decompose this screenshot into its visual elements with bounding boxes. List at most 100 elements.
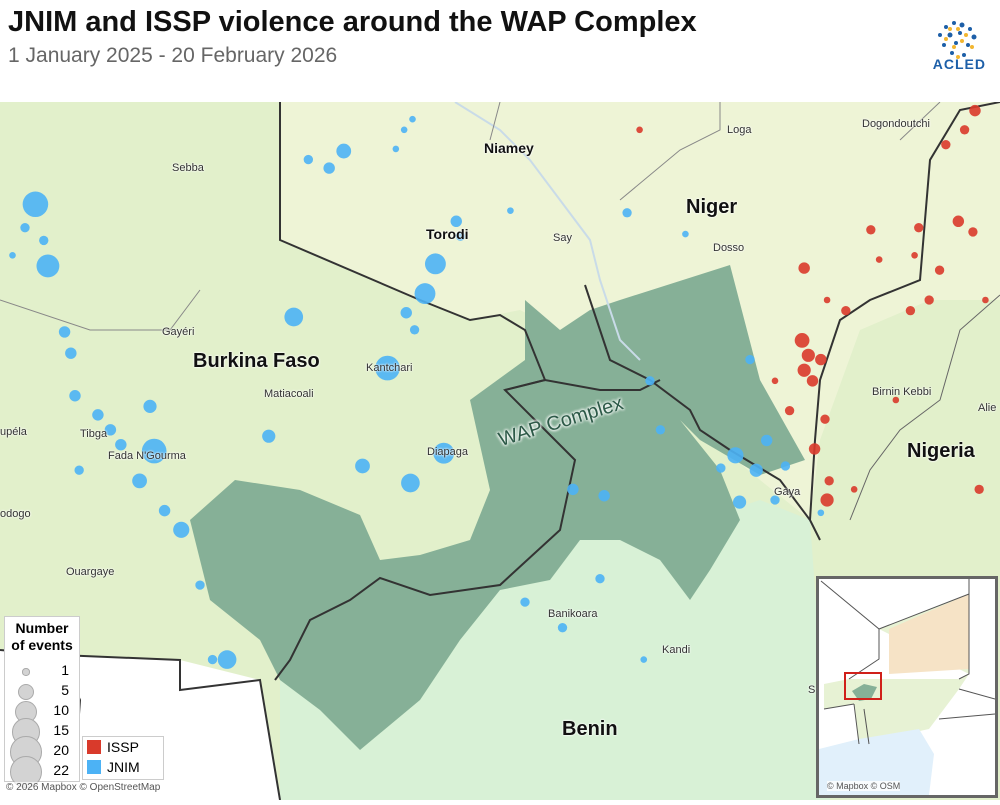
issp-event-point[interactable] xyxy=(911,252,918,259)
jnim-event-point[interactable] xyxy=(22,191,49,218)
jnim-event-point[interactable] xyxy=(455,231,466,241)
jnim-event-point[interactable] xyxy=(414,283,436,305)
issp-event-point[interactable] xyxy=(636,126,643,134)
jnim-event-point[interactable] xyxy=(303,154,314,165)
jnim-event-point[interactable] xyxy=(58,326,71,338)
jnim-event-point[interactable] xyxy=(92,409,104,421)
issp-event-point[interactable] xyxy=(875,256,883,263)
jnim-event-point[interactable] xyxy=(104,424,117,436)
jnim-event-point[interactable] xyxy=(141,438,167,464)
inset-attribution[interactable]: © Mapbox © OSM xyxy=(827,781,901,791)
jnim-event-point[interactable] xyxy=(716,463,726,473)
size-legend-value: 5 xyxy=(61,682,69,698)
jnim-event-point[interactable] xyxy=(74,465,84,475)
issp-event-point[interactable] xyxy=(797,363,811,377)
town-label: Loga xyxy=(727,124,752,136)
jnim-event-point[interactable] xyxy=(173,521,190,538)
issp-event-point[interactable] xyxy=(815,353,827,366)
jnim-event-point[interactable] xyxy=(409,325,420,335)
jnim-event-point[interactable] xyxy=(400,307,412,319)
jnim-event-point[interactable] xyxy=(433,442,455,464)
jnim-event-point[interactable] xyxy=(355,458,370,474)
jnim-event-point[interactable] xyxy=(595,574,605,584)
jnim-event-point[interactable] xyxy=(323,162,335,174)
jnim-event-point[interactable] xyxy=(622,208,632,218)
jnim-event-point[interactable] xyxy=(598,490,610,502)
jnim-event-point[interactable] xyxy=(284,307,304,327)
issp-event-point[interactable] xyxy=(866,225,876,235)
issp-event-point[interactable] xyxy=(850,486,858,493)
jnim-event-point[interactable] xyxy=(760,434,773,447)
jnim-event-point[interactable] xyxy=(640,656,648,663)
jnim-event-point[interactable] xyxy=(401,473,420,493)
jnim-event-point[interactable] xyxy=(682,230,689,238)
jnim-event-point[interactable] xyxy=(727,447,744,464)
jnim-event-point[interactable] xyxy=(158,504,171,517)
jnim-event-point[interactable] xyxy=(69,390,81,402)
jnim-event-point[interactable] xyxy=(39,235,49,246)
issp-event-point[interactable] xyxy=(982,296,989,304)
jnim-event-point[interactable] xyxy=(336,143,352,159)
issp-event-point[interactable] xyxy=(794,333,810,348)
issp-event-point[interactable] xyxy=(808,443,821,455)
issp-event-point[interactable] xyxy=(934,265,945,275)
jnim-event-point[interactable] xyxy=(36,254,60,278)
issp-event-point[interactable] xyxy=(820,414,830,424)
jnim-event-point[interactable] xyxy=(780,461,791,471)
jnim-event-point[interactable] xyxy=(745,354,755,365)
jnim-event-point[interactable] xyxy=(557,622,568,633)
issp-event-point[interactable] xyxy=(974,484,984,495)
jnim-event-point[interactable] xyxy=(567,483,579,496)
issp-event-point[interactable] xyxy=(798,262,810,274)
jnim-event-point[interactable] xyxy=(262,429,276,443)
jnim-event-point[interactable] xyxy=(143,399,157,413)
jnim-event-point[interactable] xyxy=(65,347,77,359)
jnim-event-point[interactable] xyxy=(655,425,666,435)
issp-event-point[interactable] xyxy=(841,305,851,316)
jnim-event-point[interactable] xyxy=(507,207,514,214)
issp-event-point[interactable] xyxy=(823,296,831,304)
border-niger-benin xyxy=(584,284,821,541)
jnim-event-point[interactable] xyxy=(424,253,446,275)
jnim-event-point[interactable] xyxy=(115,438,127,451)
jnim-event-point[interactable] xyxy=(207,654,218,665)
jnim-event-point[interactable] xyxy=(749,463,763,477)
country-label-burkina-faso: Burkina Faso xyxy=(193,350,320,372)
issp-event-point[interactable] xyxy=(784,405,795,416)
issp-event-point[interactable] xyxy=(914,222,924,233)
jnim-event-point[interactable] xyxy=(9,252,16,259)
jnim-event-point[interactable] xyxy=(392,145,400,153)
jnim-event-point[interactable] xyxy=(817,509,825,517)
jnim-event-point[interactable] xyxy=(20,222,30,233)
jnim-event-point[interactable] xyxy=(645,376,655,386)
acled-logo xyxy=(938,21,977,59)
issp-event-point[interactable] xyxy=(806,375,819,387)
town-label: Alie xyxy=(978,402,997,414)
jnim-event-point[interactable] xyxy=(409,115,416,123)
jnim-event-point[interactable] xyxy=(195,580,205,590)
issp-event-point[interactable] xyxy=(924,295,934,305)
issp-event-point[interactable] xyxy=(968,227,978,237)
jnim-event-point[interactable] xyxy=(450,215,462,227)
issp-event-point[interactable] xyxy=(820,493,834,507)
issp-event-point[interactable] xyxy=(952,215,965,227)
town-label: Ouargaye xyxy=(66,566,115,578)
issp-event-point[interactable] xyxy=(892,396,900,404)
issp-event-point[interactable] xyxy=(771,377,779,385)
issp-event-point[interactable] xyxy=(941,140,951,150)
jnim-event-point[interactable] xyxy=(770,495,780,505)
issp-event-point[interactable] xyxy=(905,305,916,316)
jnim-event-point[interactable] xyxy=(732,495,747,509)
jnim-event-point[interactable] xyxy=(217,650,237,669)
jnim-event-point[interactable] xyxy=(132,473,147,489)
jnim-event-point[interactable] xyxy=(400,126,408,134)
issp-event-point[interactable] xyxy=(801,348,815,362)
issp-event-point[interactable] xyxy=(959,125,970,135)
jnim-event-point[interactable] xyxy=(375,355,400,381)
jnim-event-point[interactable] xyxy=(520,597,530,607)
issp-event-point[interactable] xyxy=(969,104,981,117)
town-label: Matiacoali xyxy=(264,388,314,400)
town-label: Kandi xyxy=(662,644,691,656)
attribution[interactable]: © 2026 Mapbox © OpenStreetMap xyxy=(6,782,161,793)
issp-event-point[interactable] xyxy=(824,476,834,486)
